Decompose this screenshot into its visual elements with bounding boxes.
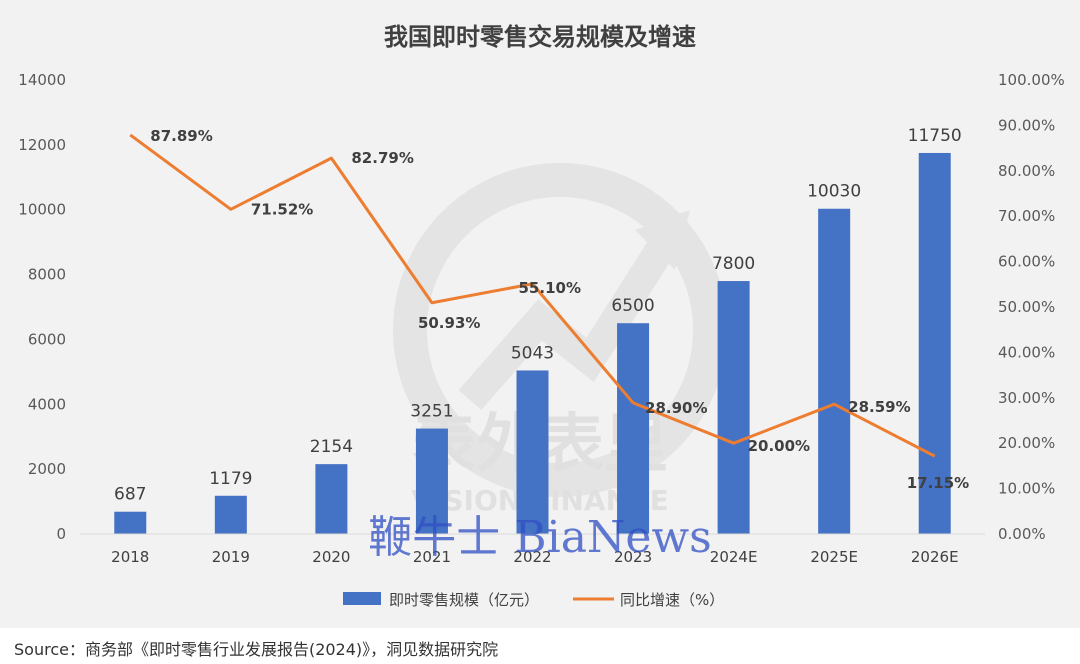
line-value-label: 71.52%	[251, 200, 313, 218]
bar-labels: 687 1179 2154 3251 5043 6500 7800 10030 11750	[114, 126, 962, 505]
y-left-tick-label: 4000	[28, 395, 66, 413]
x-tick-label: 2021	[413, 548, 451, 566]
bar	[114, 511, 147, 534]
bar	[214, 495, 247, 534]
line-value-label: 82.79%	[351, 149, 413, 167]
bar-value-label: 10030	[807, 182, 861, 202]
bar	[617, 323, 650, 534]
bar-value-label: 1179	[209, 469, 252, 489]
bar-value-label: 687	[114, 485, 146, 505]
line-value-label: 28.59%	[848, 398, 910, 416]
bar-value-label: 5043	[511, 343, 554, 363]
y-axis-right: 0.00% 10.00% 20.00% 30.00% 40.00% 50.00% 60.00…	[998, 71, 1065, 543]
chart-panel: 表外表里 VISION FINANCE 我国即时零售交易规模及增速 0 2000 4…	[0, 0, 1080, 628]
y-left-tick-label: 10000	[18, 201, 66, 219]
x-tick-label: 2019	[212, 548, 250, 566]
line-value-label: 50.93%	[418, 314, 480, 332]
y-left-tick-label: 0	[56, 525, 66, 543]
x-tick-label: 2018	[111, 548, 149, 566]
y-right-tick-label: 20.00%	[998, 434, 1055, 452]
bar	[415, 428, 448, 534]
y-right-tick-label: 10.00%	[998, 480, 1055, 498]
line-value-label: 28.90%	[645, 399, 707, 417]
line-labels: 87.89% 71.52% 82.79% 50.93% 55.10% 28.90% 20.0…	[150, 127, 969, 492]
x-tick-label: 2025E	[810, 548, 858, 566]
y-axis-left: 0 2000 4000 6000 8000 10000 12000 14000	[18, 71, 66, 543]
line-value-label: 20.00%	[748, 437, 810, 455]
bar	[818, 208, 851, 534]
bar	[918, 152, 951, 534]
x-tick-label: 2024E	[710, 548, 758, 566]
x-axis: 2018 2019 2020 2021 2022 2023 2024E 2025E 2026E	[111, 548, 958, 566]
vision-finance-watermark: 表外表里 VISION FINANCE	[393, 163, 727, 517]
legend: 即时零售规模（亿元） 同比增速（%）	[343, 591, 724, 609]
bar	[315, 464, 348, 534]
legend-label-line: 同比增速（%）	[620, 591, 724, 609]
y-left-tick-label: 12000	[18, 136, 66, 154]
x-tick-label: 2023	[614, 548, 652, 566]
line-series	[129, 133, 936, 458]
y-right-tick-label: 60.00%	[998, 253, 1055, 271]
x-tick-label: 2022	[513, 548, 551, 566]
line-value-label: 55.10%	[519, 279, 581, 297]
line-value-label: 17.15%	[907, 474, 969, 492]
y-right-tick-label: 100.00%	[998, 71, 1065, 89]
y-right-tick-label: 90.00%	[998, 116, 1055, 134]
bar-value-label: 3251	[410, 402, 453, 422]
source-note: Source：商务部《即时零售行业发展报告(2024)》，洞见数据研究院	[14, 640, 499, 659]
y-right-tick-label: 30.00%	[998, 389, 1055, 407]
x-tick-label: 2026E	[911, 548, 959, 566]
legend-label-bar: 即时零售规模（亿元）	[389, 591, 539, 609]
bianews-watermark: 鞭牛士 BiaNews	[368, 512, 711, 563]
y-right-tick-label: 70.00%	[998, 207, 1055, 225]
y-right-tick-label: 0.00%	[998, 525, 1046, 543]
bar	[516, 370, 549, 534]
bar-value-label: 2154	[310, 437, 353, 457]
growth-line	[129, 133, 936, 458]
bar-value-label: 7800	[712, 254, 755, 274]
combo-chart: 表外表里 VISION FINANCE 我国即时零售交易规模及增速 0 2000 4…	[18, 23, 1065, 609]
x-tick-label: 2020	[312, 548, 350, 566]
bar-value-label: 11750	[908, 126, 962, 146]
y-right-tick-label: 50.00%	[998, 298, 1055, 316]
chart-title: 我国即时零售交易规模及增速	[384, 23, 696, 51]
y-left-tick-label: 2000	[28, 460, 66, 478]
bar-series	[114, 152, 951, 534]
bar	[717, 281, 750, 534]
bar-value-label: 6500	[611, 296, 654, 316]
y-right-tick-label: 40.00%	[998, 343, 1055, 361]
y-left-tick-label: 14000	[18, 71, 66, 89]
y-left-tick-label: 6000	[28, 330, 66, 348]
y-right-tick-label: 80.00%	[998, 162, 1055, 180]
y-left-tick-label: 8000	[28, 266, 66, 284]
line-value-label: 87.89%	[150, 127, 212, 145]
legend-swatch-bar	[343, 592, 381, 605]
